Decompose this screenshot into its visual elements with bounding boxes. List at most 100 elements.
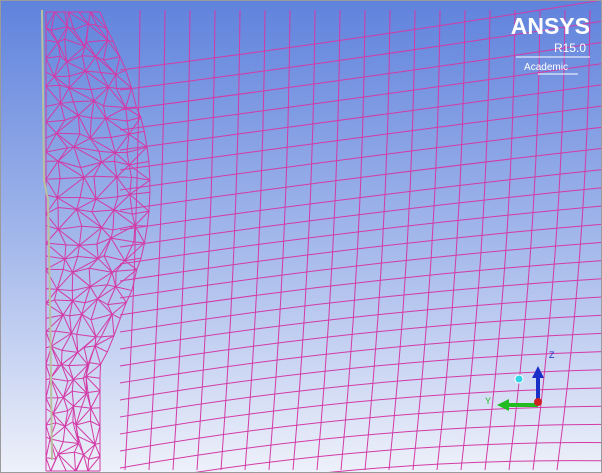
mesh-edge: [75, 424, 79, 437]
mesh-edge: [93, 86, 109, 102]
mesh-edge: [98, 150, 116, 154]
mesh-edge: [188, 442, 602, 473]
mesh-edge: [57, 161, 61, 179]
mesh-edge: [45, 160, 59, 180]
mesh-edge: [97, 237, 112, 259]
mesh-edge: [45, 55, 61, 59]
mesh-edge: [318, 460, 602, 473]
mesh-edge: [45, 71, 55, 78]
mesh-edge: [108, 74, 117, 88]
mesh-edge: [116, 269, 137, 272]
mesh-edge: [84, 41, 87, 47]
mesh-edge: [148, 161, 151, 181]
mesh-edge: [116, 164, 130, 178]
mesh-edge: [64, 421, 74, 427]
mesh-edge: [119, 314, 602, 367]
mesh-edge: [75, 406, 83, 426]
mesh-edge: [45, 151, 59, 162]
mesh-edge: [119, 0, 602, 71]
mesh-edge: [131, 214, 136, 226]
mesh-edge: [96, 227, 102, 245]
mesh-edge: [75, 454, 85, 472]
mesh-edge: [99, 364, 102, 379]
mesh-edge: [69, 87, 91, 91]
mesh-edge: [64, 11, 68, 27]
mesh-edge: [56, 132, 75, 148]
mesh-edge: [57, 453, 67, 472]
mesh-edge: [45, 42, 59, 59]
mesh-edge: [126, 120, 130, 135]
mesh-edge: [90, 313, 113, 321]
mesh-edge: [62, 379, 74, 398]
mesh-edge: [143, 131, 148, 148]
mesh-edge: [85, 376, 89, 393]
mesh-edge: [45, 84, 60, 87]
mesh-edge: [125, 290, 133, 303]
mesh-edge: [87, 11, 91, 24]
mesh-edge: [126, 152, 130, 165]
mesh-edge: [89, 138, 100, 152]
mesh-edge: [57, 160, 85, 178]
mesh-edge: [134, 225, 148, 227]
mesh-edge: [88, 23, 108, 41]
mesh-edge: [73, 392, 88, 407]
mesh-edge: [45, 425, 51, 439]
mesh-edge: [62, 426, 66, 442]
mesh-edge: [82, 55, 96, 58]
mesh-edge: [68, 352, 79, 366]
mesh-edge: [68, 11, 89, 25]
mesh-edge: [69, 315, 72, 334]
mesh-edge: [67, 378, 74, 382]
mesh-edge: [268, 9, 291, 471]
mesh-edge: [148, 9, 166, 471]
mesh-edge: [84, 45, 97, 57]
mesh-edge: [90, 136, 112, 139]
mesh-edge: [80, 167, 85, 178]
mesh-edge: [45, 457, 52, 472]
mesh-edge: [72, 271, 91, 287]
mesh-edge: [129, 179, 151, 195]
mesh: [45, 0, 602, 473]
mesh-edge: [69, 313, 82, 317]
mesh-edge: [62, 258, 66, 270]
mesh-edge: [76, 208, 92, 213]
mesh-edge: [75, 420, 91, 426]
mesh-edge: [45, 377, 51, 381]
mesh-edge: [460, 9, 491, 471]
mesh-edge: [72, 286, 91, 292]
mesh-edge: [57, 197, 77, 210]
mesh-edge: [73, 137, 91, 148]
mesh-edge: [119, 296, 602, 350]
mesh-edge: [89, 137, 116, 154]
mesh-edge: [60, 101, 74, 104]
mesh-edge: [83, 454, 89, 460]
mesh-edge: [119, 63, 602, 131]
mesh-edge: [125, 70, 132, 89]
mesh-edge: [64, 255, 78, 260]
mesh-edge: [85, 375, 101, 392]
mesh-edge: [57, 453, 76, 472]
mesh-edge: [87, 390, 101, 393]
mesh-edge: [76, 333, 97, 338]
mesh-edge: [95, 39, 109, 57]
mesh-edge: [106, 335, 115, 353]
mesh-edge: [45, 436, 51, 440]
mesh-edge: [88, 345, 96, 363]
mesh-edge: [60, 350, 63, 365]
mesh-edge: [59, 85, 61, 104]
mesh-edge: [68, 87, 95, 102]
mesh-edge: [45, 314, 64, 332]
mesh-edge: [340, 9, 366, 471]
mesh-edge: [45, 288, 58, 290]
mesh-edge: [79, 227, 102, 246]
mesh-edge: [128, 164, 132, 178]
mesh-edge: [73, 23, 89, 31]
mesh-edge: [100, 351, 108, 365]
mesh-edge: [90, 420, 101, 427]
mesh-edge: [105, 117, 128, 122]
mesh-edge: [57, 146, 75, 162]
mesh-edge: [45, 289, 58, 304]
mesh-edge: [111, 314, 115, 336]
mesh-edge: [52, 413, 57, 423]
mesh-edge: [81, 313, 97, 338]
